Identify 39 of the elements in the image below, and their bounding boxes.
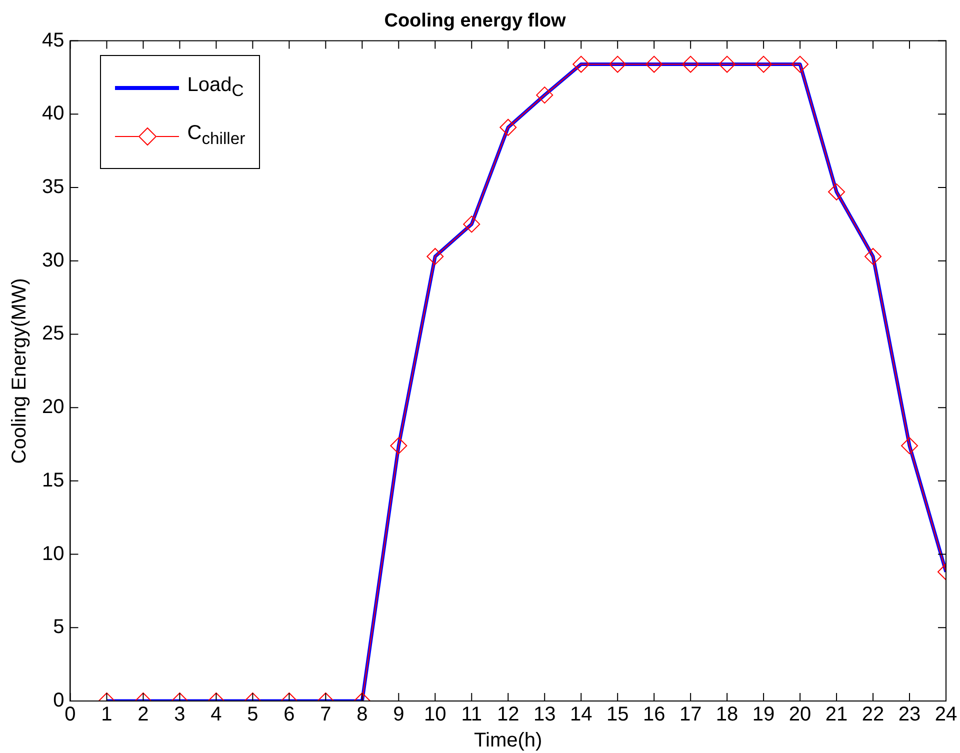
x-tick-label: 22 <box>862 704 884 726</box>
x-tick-label: 5 <box>247 704 258 726</box>
x-tick-label: 2 <box>138 704 149 726</box>
legend-label: C$_{chiller}$ <box>187 122 246 150</box>
y-tick-label: 0 <box>53 690 64 712</box>
x-tick-label: 12 <box>497 704 520 726</box>
x-tick-label: 23 <box>898 704 921 726</box>
x-tick-label: 20 <box>788 704 812 726</box>
y-axis-title: Cooling Energy(MW) <box>8 278 31 464</box>
y-tick-label: 15 <box>42 469 64 492</box>
y-tick-label: 10 <box>42 542 64 565</box>
x-axis-title: Time(h) <box>474 730 542 752</box>
y-tick-label: 40 <box>42 102 64 125</box>
x-tick-label: 7 <box>320 704 332 726</box>
x-tick-label: 10 <box>424 704 446 726</box>
x-tick-label: 1 <box>101 704 112 726</box>
x-tick-label: 6 <box>284 704 295 726</box>
y-tick-label: 5 <box>53 616 64 638</box>
x-tick-label: 18 <box>716 704 738 726</box>
x-tick-label: 15 <box>606 704 629 726</box>
x-tick-label: 9 <box>393 704 404 726</box>
x-tick-label: 13 <box>533 704 556 726</box>
x-tick-label: 17 <box>679 704 702 726</box>
x-tick-label: 19 <box>752 704 775 726</box>
y-tick-label: 35 <box>42 176 64 198</box>
x-tick-label: 14 <box>570 704 592 726</box>
x-tick-label: 3 <box>174 704 186 726</box>
y-tick-label: 20 <box>42 396 64 418</box>
y-tick-label: 30 <box>42 249 64 272</box>
chart-title: Cooling energy flow <box>384 10 566 32</box>
x-tick-label: 21 <box>825 704 848 726</box>
x-tick-label: 8 <box>356 704 368 726</box>
x-tick-label: 24 <box>934 704 958 726</box>
legend-label: Load$_{C}$ <box>187 74 244 102</box>
x-tick-label: 16 <box>642 704 666 726</box>
y-tick-label: 45 <box>42 29 64 52</box>
y-tick-label: 25 <box>42 322 64 345</box>
x-tick-label: 4 <box>210 704 222 726</box>
x-tick-label: 11 <box>461 704 482 726</box>
